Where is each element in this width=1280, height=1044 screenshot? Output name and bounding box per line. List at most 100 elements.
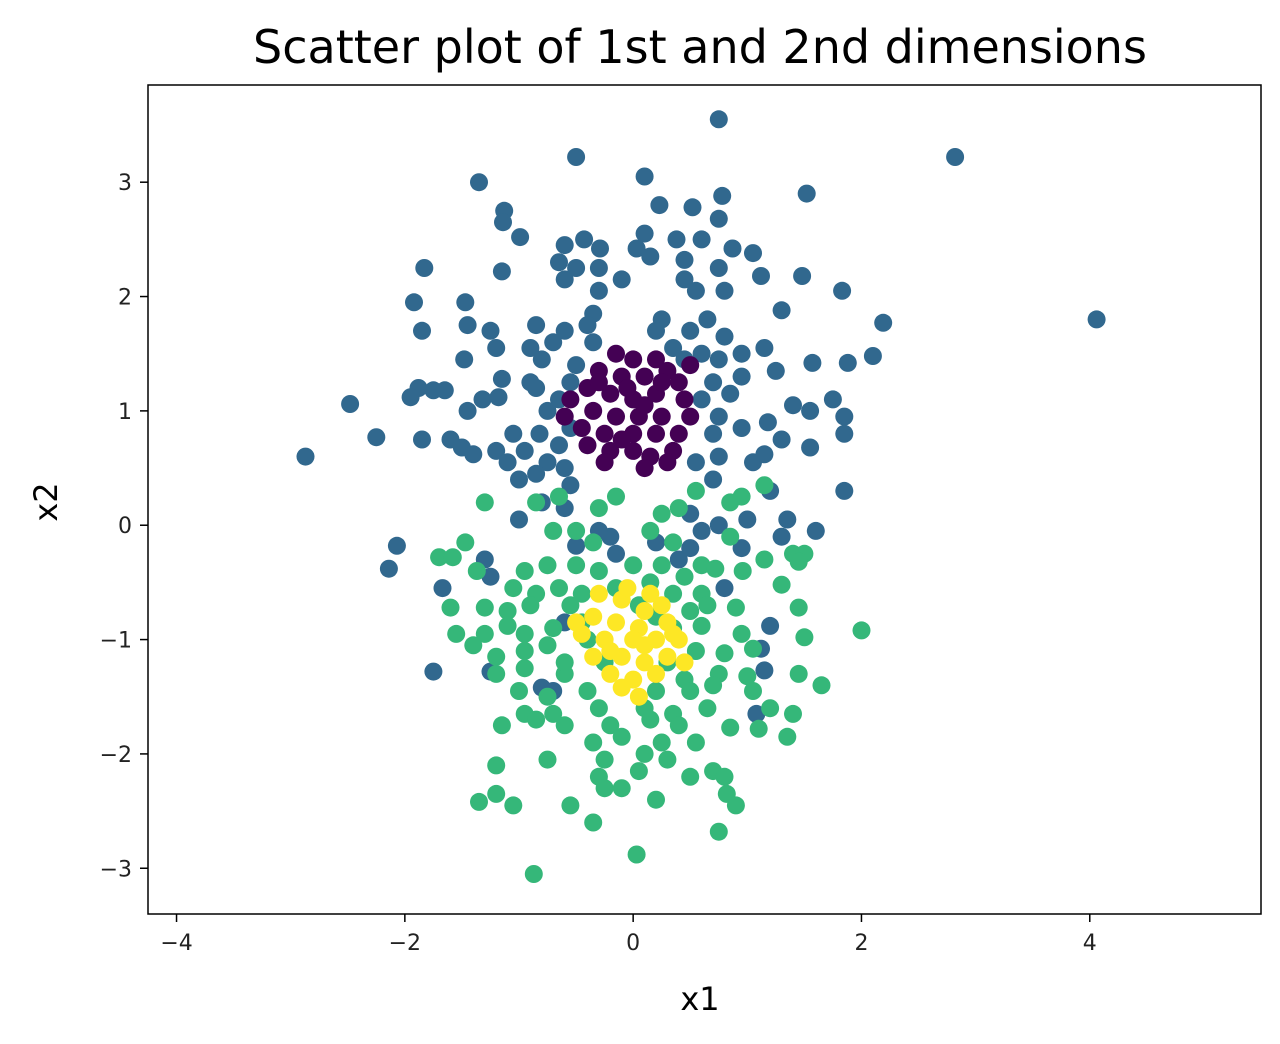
- scatter-point: [607, 344, 625, 363]
- scatter-point: [675, 567, 694, 586]
- scatter-point: [550, 253, 568, 272]
- scatter-point: [698, 310, 717, 329]
- y-tick-label: 3: [118, 171, 132, 196]
- scatter-point: [589, 584, 608, 603]
- scatter-point: [723, 239, 742, 258]
- x-axis-label: x1: [680, 980, 719, 1018]
- scatter-point: [524, 865, 543, 883]
- scatter-point: [692, 556, 711, 575]
- scatter-point: [755, 661, 774, 680]
- scatter-point: [555, 270, 574, 289]
- scatter-point: [784, 396, 802, 415]
- scatter-point: [456, 293, 475, 312]
- scatter-point: [405, 293, 423, 312]
- scatter-point: [784, 704, 802, 723]
- scatter-point: [555, 236, 574, 255]
- scatter-point: [715, 579, 734, 598]
- scatter-point: [612, 779, 631, 798]
- scatter-point: [709, 110, 728, 129]
- scatter-point: [584, 533, 603, 552]
- scatter-point: [433, 579, 452, 598]
- scatter-point: [652, 373, 671, 392]
- scatter-point: [464, 636, 483, 655]
- scatter-point: [732, 367, 751, 386]
- scatter-point: [379, 559, 398, 578]
- scatter-point: [874, 313, 893, 332]
- scatter-point: [447, 624, 466, 643]
- scatter-point: [578, 682, 597, 700]
- scatter-point: [683, 198, 702, 217]
- scatter-point: [704, 676, 723, 695]
- scatter-point: [669, 716, 688, 735]
- scatter-point: [650, 196, 669, 215]
- scatter-point: [544, 521, 563, 540]
- scatter-point: [498, 453, 517, 472]
- scatter-point: [797, 184, 816, 203]
- scatter-point: [681, 682, 700, 700]
- scatter-point: [532, 350, 551, 369]
- scatter-point: [487, 664, 506, 683]
- scatter-point: [675, 250, 694, 269]
- scatter-point: [669, 499, 688, 518]
- scatter-point: [387, 536, 406, 555]
- scatter-point: [635, 744, 654, 763]
- scatter-point: [795, 628, 814, 647]
- scatter-point: [732, 539, 751, 558]
- scatter-point: [706, 559, 725, 578]
- scatter-point: [709, 447, 728, 466]
- scatter-point: [510, 510, 528, 529]
- scatter-point: [635, 653, 654, 672]
- scatter-point: [669, 550, 688, 569]
- scatter-point: [852, 621, 871, 640]
- scatter-point: [704, 424, 723, 443]
- points-layer: [296, 110, 1106, 883]
- scatter-point: [498, 602, 517, 620]
- scatter-point: [527, 464, 546, 483]
- scatter-point: [443, 548, 462, 567]
- scatter-point: [489, 388, 508, 407]
- scatter-point: [641, 584, 660, 603]
- scatter-point: [589, 562, 608, 580]
- scatter-point: [618, 379, 637, 397]
- scatter-point: [487, 756, 506, 775]
- scatter-point: [721, 527, 740, 546]
- scatter-point: [567, 556, 586, 575]
- scatter-point: [755, 445, 774, 464]
- scatter-point: [715, 281, 734, 300]
- scatter-point: [473, 390, 492, 409]
- scatter-point: [658, 647, 677, 666]
- scatter-point: [589, 699, 608, 718]
- y-tick-label: 1: [118, 400, 132, 425]
- scatter-point: [470, 792, 488, 811]
- scatter-point: [487, 784, 506, 803]
- scatter-point: [766, 361, 785, 380]
- scatter-point: [812, 676, 831, 695]
- scatter-point: [772, 527, 791, 546]
- scatter-point: [681, 539, 700, 558]
- scatter-point: [601, 664, 620, 683]
- scatter-point: [744, 244, 762, 263]
- scatter-point: [595, 779, 614, 798]
- scatter-point: [492, 262, 511, 281]
- scatter-point: [481, 321, 500, 340]
- scatter-point: [635, 396, 654, 415]
- scatter-point: [789, 664, 808, 683]
- x-axis-ticks: −4 −2 0 2 4: [160, 914, 1097, 956]
- scatter-point: [575, 230, 594, 249]
- scatter-point: [664, 533, 683, 552]
- scatter-point: [589, 259, 608, 277]
- scatter-point: [755, 339, 774, 357]
- scatter-point: [458, 401, 477, 420]
- scatter-point: [475, 624, 494, 643]
- scatter-point: [709, 407, 728, 426]
- scatter-point: [589, 281, 608, 300]
- scatter-point: [589, 373, 608, 392]
- scatter-point: [595, 453, 614, 472]
- scatter-point: [647, 424, 665, 443]
- scatter-point: [647, 790, 665, 809]
- scatter-point: [749, 719, 768, 738]
- scatter-point: [641, 521, 660, 540]
- scatter-point: [487, 647, 506, 666]
- scatter-point: [544, 619, 563, 638]
- scatter-point: [467, 562, 486, 580]
